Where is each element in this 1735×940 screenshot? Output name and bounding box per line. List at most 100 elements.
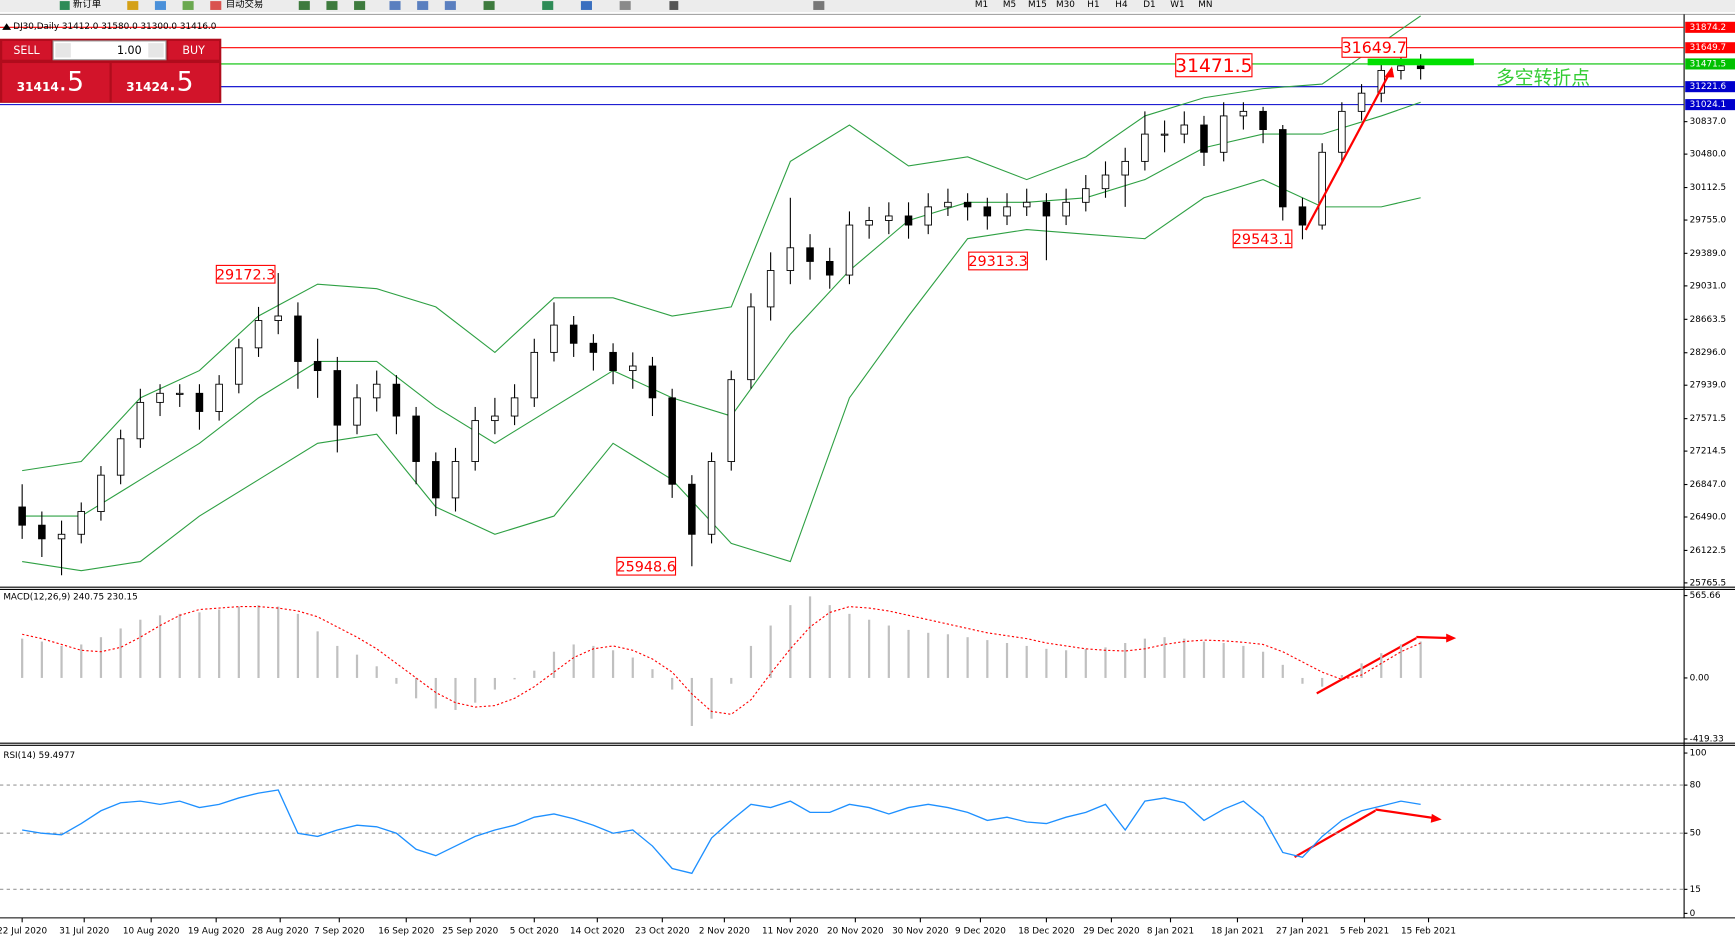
timeframe-button[interactable]: D1 [1143,0,1155,10]
candle-body [1160,133,1169,136]
overlay: 29172.3 25948.6 29313.3 29543.1 31471.5 31649… [215,37,1408,576]
toolbar-icon[interactable] [326,1,338,10]
timeframe-button[interactable]: H1 [1087,0,1099,10]
bid-fraction[interactable]: .5 [59,66,84,97]
ask-fraction[interactable]: .5 [168,66,193,97]
toolbar-icon[interactable] [542,1,554,10]
toolbar-icon[interactable] [354,1,366,10]
x-tick-label: 23 Oct 2020 [635,927,690,937]
y-tick-label: 27571.5 [1690,414,1727,424]
toolbar-icon[interactable] [444,1,456,10]
x-tick-label: 16 Sep 2020 [378,927,434,937]
candle-body [274,315,282,321]
timeframe-button[interactable]: W1 [1170,0,1184,10]
candle-body [392,383,401,417]
candle-body [569,324,578,344]
candle-body [1141,133,1149,162]
new-order-button[interactable]: 新订单 [73,0,101,10]
candle-body [432,461,440,499]
bid-box[interactable] [2,63,110,102]
candle-body [865,220,873,226]
toolbar-icon[interactable] [619,1,631,10]
toolbar-icon[interactable] [813,1,825,10]
candle-body [963,201,972,208]
candle-body [1357,92,1366,112]
sell-button[interactable] [2,40,51,60]
candle-body [116,438,125,476]
x-tick-label: 19 Aug 2020 [188,927,245,937]
ask-price[interactable]: 31424 [126,80,168,94]
candle-body [688,483,696,535]
candle-body [57,533,66,540]
sell-label[interactable]: SELL [13,44,40,57]
toolbar-icon[interactable] [669,1,679,10]
volume-value[interactable]: 1.00 [117,44,142,57]
candle-body [550,324,558,353]
toolbar-icon[interactable] [580,1,592,10]
volume-down[interactable] [55,43,71,58]
y-tick-label: 29389.0 [1690,249,1727,259]
candle-body [983,206,992,217]
candle-body [924,206,932,226]
candle-body [471,420,479,462]
y-tick-label: 25765.5 [1690,578,1727,588]
timeframe-button[interactable]: M15 [1028,0,1047,10]
toolbar-icon[interactable] [389,1,401,10]
candle-body [1397,65,1405,71]
x-tick-label: 30 Nov 2020 [892,927,949,937]
y-tick-label: 565.66 [1690,591,1721,601]
candle-body [1082,188,1090,203]
toolbar-icon[interactable] [298,1,310,10]
toolbar-icon[interactable] [483,1,495,10]
candle-body [589,342,598,353]
price-chart [0,15,1685,576]
buy-label[interactable]: BUY [182,44,205,57]
x-tick-label: 20 Nov 2020 [827,927,884,937]
candle-body [648,365,657,399]
auto-trading-button[interactable]: 自动交易 [226,0,264,10]
candle-body [1318,151,1326,226]
toolbar-icon[interactable] [182,1,194,10]
candle-body [313,361,322,372]
candle-body [1022,201,1031,208]
candle-body [333,370,342,426]
rsi-arrow [1294,809,1376,859]
new-order-icon[interactable] [59,1,70,10]
y-tick-label: 50 [1690,829,1702,839]
candle-body [353,397,361,426]
one-click-trading: SELL 1.00 BUY 31414 .5 31424 .5 [0,38,222,103]
timeframe-button[interactable]: MN [1198,0,1212,10]
candle-body [18,506,26,526]
x-tick-label: 18 Dec 2020 [1018,927,1075,937]
volume-input[interactable] [52,40,167,61]
toolbar-icon[interactable] [154,1,166,10]
candle-body [97,474,105,512]
toolbar-icon[interactable] [127,1,139,10]
timeframe-button[interactable]: M5 [1003,0,1016,10]
candle-body [491,415,499,422]
x-tick-label: 5 Oct 2020 [510,927,559,937]
volume-up[interactable] [148,43,164,58]
y-tick-label: 100 [1690,749,1707,759]
ask-box[interactable] [111,63,220,102]
candle-body [1062,201,1070,217]
timeframe-button[interactable]: M1 [975,0,988,10]
auto-trading-icon[interactable] [210,1,222,10]
annotation: 29172.3 [216,267,275,283]
bollinger-band [22,178,1421,572]
timeframe-button[interactable]: H4 [1115,0,1128,10]
x-tick-label: 5 Feb 2021 [1340,927,1389,937]
candle-body [609,351,617,372]
candle-body [1239,110,1248,117]
candle-body [786,247,795,271]
x-tick-label: 31 Jul 2020 [59,927,109,937]
bid-price[interactable]: 31414 [17,80,59,94]
collapse-icon[interactable] [2,23,12,30]
annotation: 29313.3 [968,254,1027,270]
timeframe-button[interactable]: M30 [1056,0,1075,10]
toolbar-icon[interactable] [417,1,429,10]
candle-body [510,397,519,417]
buy-button[interactable] [168,40,220,60]
candle-body [38,524,46,540]
